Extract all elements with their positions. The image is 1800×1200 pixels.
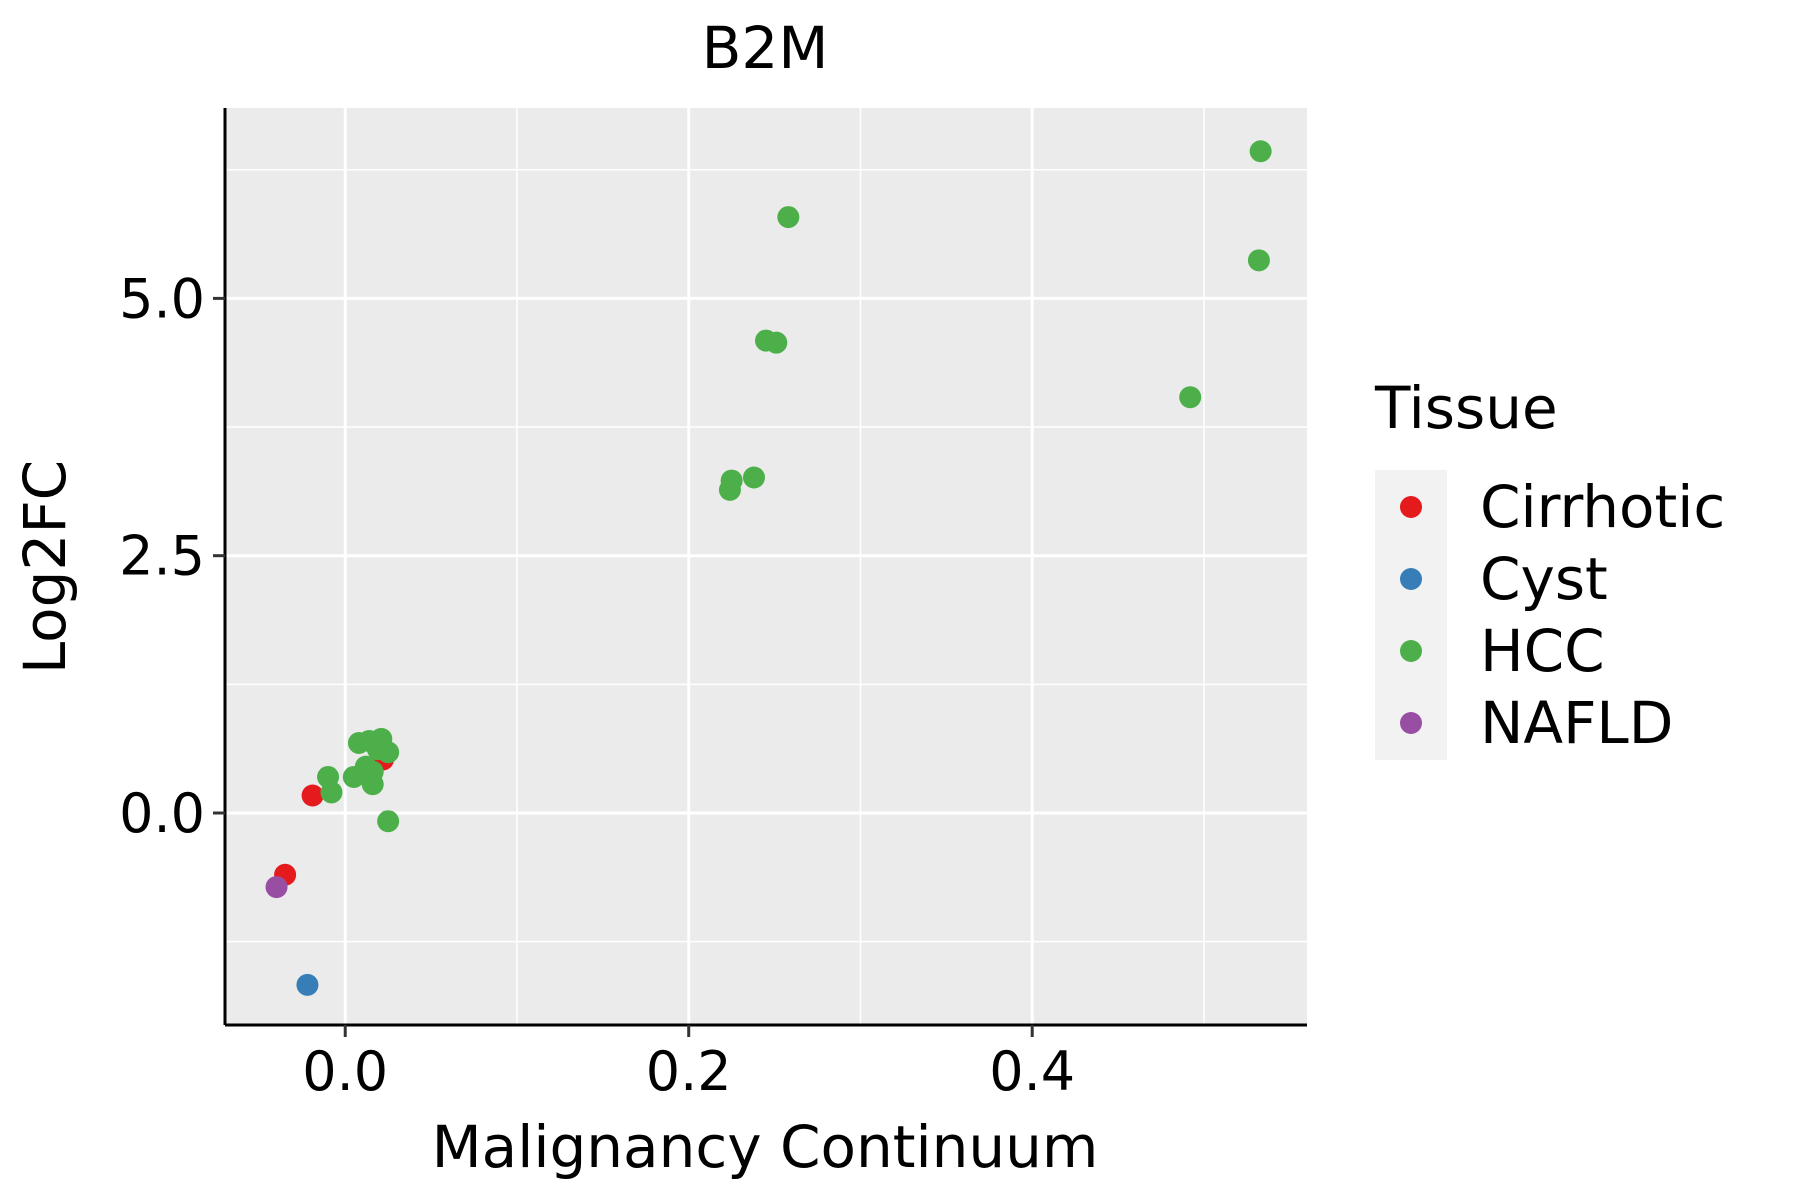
point-hcc (777, 206, 800, 229)
point-cirrhotic (301, 784, 324, 807)
point-cyst (296, 973, 319, 996)
point-hcc (765, 331, 788, 354)
y-axis-ticks: 0.0 2.5 5.0 (119, 267, 225, 845)
x-tick-label: 0.4 (989, 1040, 1075, 1103)
y-tick-label: 2.5 (119, 525, 205, 588)
point-hcc (1247, 249, 1270, 272)
legend-key-background (1375, 470, 1447, 760)
legend-label-cirrhotic: Cirrhotic (1480, 473, 1725, 541)
point-nafld (265, 876, 288, 899)
legend-key-nafld (1400, 712, 1422, 734)
point-hcc (742, 466, 765, 489)
y-tick-label: 5.0 (119, 267, 205, 330)
point-hcc (320, 781, 343, 804)
legend-key-cirrhotic (1400, 496, 1422, 518)
point-hcc (377, 810, 400, 833)
legend-label-hcc: HCC (1480, 617, 1605, 685)
data-points (265, 140, 1272, 996)
legend-title: Tissue (1374, 374, 1558, 442)
x-tick-label: 0.2 (646, 1040, 732, 1103)
y-tick-label: 0.0 (119, 782, 205, 845)
point-hcc (1179, 386, 1202, 409)
legend-label-cyst: Cyst (1480, 545, 1608, 613)
x-tick-label: 0.0 (302, 1040, 388, 1103)
legend-label-nafld: NAFLD (1480, 689, 1673, 757)
legend-key-hcc (1400, 640, 1422, 662)
point-hcc (361, 773, 384, 796)
x-axis-ticks: 0.0 0.2 0.4 (302, 1025, 1075, 1103)
plot-background (225, 108, 1307, 1025)
x-axis-title: Malignancy Continuum (432, 1113, 1099, 1181)
point-hcc (718, 478, 741, 501)
point-hcc (342, 765, 365, 788)
legend-key-cyst (1400, 568, 1422, 590)
point-hcc (1249, 140, 1272, 163)
plot-panel (223, 108, 1307, 1027)
point-hcc (377, 741, 400, 764)
y-axis-title: Log2FC (11, 460, 79, 674)
grid-lines (225, 108, 1307, 1025)
chart-title: B2M (702, 14, 829, 82)
